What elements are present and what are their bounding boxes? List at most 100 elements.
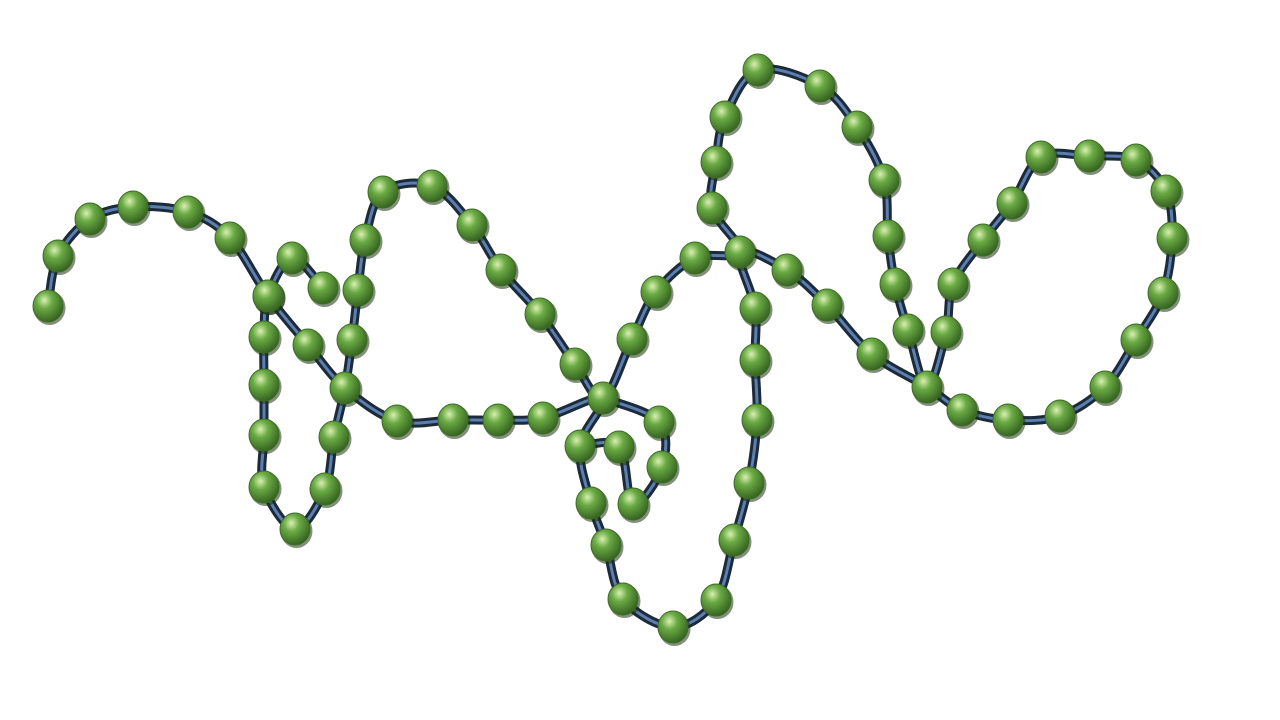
bead [725, 236, 758, 271]
bead [734, 467, 767, 502]
bead-sphere [1045, 400, 1075, 432]
bead-sphere [604, 431, 634, 463]
bead-sphere [1157, 222, 1187, 254]
bead [173, 196, 206, 231]
bead-sphere [438, 404, 468, 436]
bead-sphere [993, 404, 1023, 436]
bead-sphere [249, 321, 279, 353]
bead-sphere [249, 419, 279, 451]
bead-sphere [560, 348, 590, 380]
bead-sphere [680, 242, 710, 274]
bead [330, 372, 363, 407]
bead [740, 344, 773, 379]
bead-sphere [253, 280, 283, 312]
bead [528, 402, 561, 437]
bead [308, 272, 341, 307]
bead-sphere [1121, 324, 1151, 356]
bead-sphere [330, 372, 360, 404]
bead-sphere [938, 268, 968, 300]
bead-sphere [280, 513, 310, 545]
bead [772, 254, 805, 289]
bead [740, 292, 773, 327]
bead-sphere [525, 298, 555, 330]
bead-sphere [118, 191, 148, 223]
bead-sphere [710, 101, 740, 133]
bead-sphere [743, 54, 773, 86]
bead-sphere [641, 276, 671, 308]
bead [608, 583, 641, 618]
bead [118, 191, 151, 226]
bead-sphere [968, 224, 998, 256]
bead [350, 224, 383, 259]
bead-sphere [350, 224, 380, 256]
bead [931, 316, 964, 351]
bead [869, 164, 902, 199]
bead-sphere [893, 314, 923, 346]
bead-sphere [772, 254, 802, 286]
bead [644, 406, 677, 441]
bead-sphere [308, 272, 338, 304]
bead [249, 419, 282, 454]
bead [43, 240, 76, 275]
bead [938, 268, 971, 303]
bead-sphere [658, 611, 688, 643]
bead-sphere [1148, 277, 1178, 309]
bead [697, 192, 730, 227]
bead [591, 529, 624, 564]
bead-sphere [43, 240, 73, 272]
bead [438, 404, 471, 439]
bead [742, 404, 775, 439]
bead-sphere [947, 394, 977, 426]
bead-sphere [368, 176, 398, 208]
bead [710, 101, 743, 136]
bead-sphere [734, 467, 764, 499]
bead [812, 289, 845, 324]
bead-sphere [618, 488, 648, 520]
bead-sphere [173, 196, 203, 228]
bead-sphere [644, 406, 674, 438]
bead [719, 524, 752, 559]
bead-sphere [483, 404, 513, 436]
bead-sphere [528, 402, 558, 434]
bead-sphere [869, 164, 899, 196]
bead [215, 222, 248, 257]
bead [565, 430, 598, 465]
bead [249, 471, 282, 506]
bead-sphere [701, 584, 731, 616]
bead [842, 111, 875, 146]
bead [337, 324, 370, 359]
bead-sphere [382, 405, 412, 437]
bead-sphere [293, 329, 323, 361]
bead-sphere [719, 524, 749, 556]
bead [701, 146, 734, 181]
bead [993, 404, 1026, 439]
bead [1074, 140, 1107, 175]
bead-sphere [1074, 140, 1104, 172]
bead-sphere [1121, 144, 1151, 176]
bead-sphere [740, 344, 770, 376]
bead [604, 431, 637, 466]
bead [293, 329, 326, 364]
bead-sphere [873, 220, 903, 252]
bead-sphere [812, 289, 842, 321]
bead-sphere [997, 187, 1027, 219]
bead-sphere [931, 316, 961, 348]
bead-sphere [617, 323, 647, 355]
bead [658, 611, 691, 646]
bead [873, 220, 906, 255]
bead-sphere [1026, 141, 1056, 173]
bead-sphere [337, 324, 367, 356]
bead [253, 280, 286, 315]
bead-sphere [417, 170, 447, 202]
bead-sphere [697, 192, 727, 224]
bead [483, 404, 516, 439]
bead-sphere [740, 292, 770, 324]
bead [680, 242, 713, 277]
bead-sphere [319, 421, 349, 453]
bead-sphere [857, 338, 887, 370]
bead-sphere [742, 404, 772, 436]
bead-sphere [647, 451, 677, 483]
bead [743, 54, 776, 89]
bead-sphere [457, 209, 487, 241]
